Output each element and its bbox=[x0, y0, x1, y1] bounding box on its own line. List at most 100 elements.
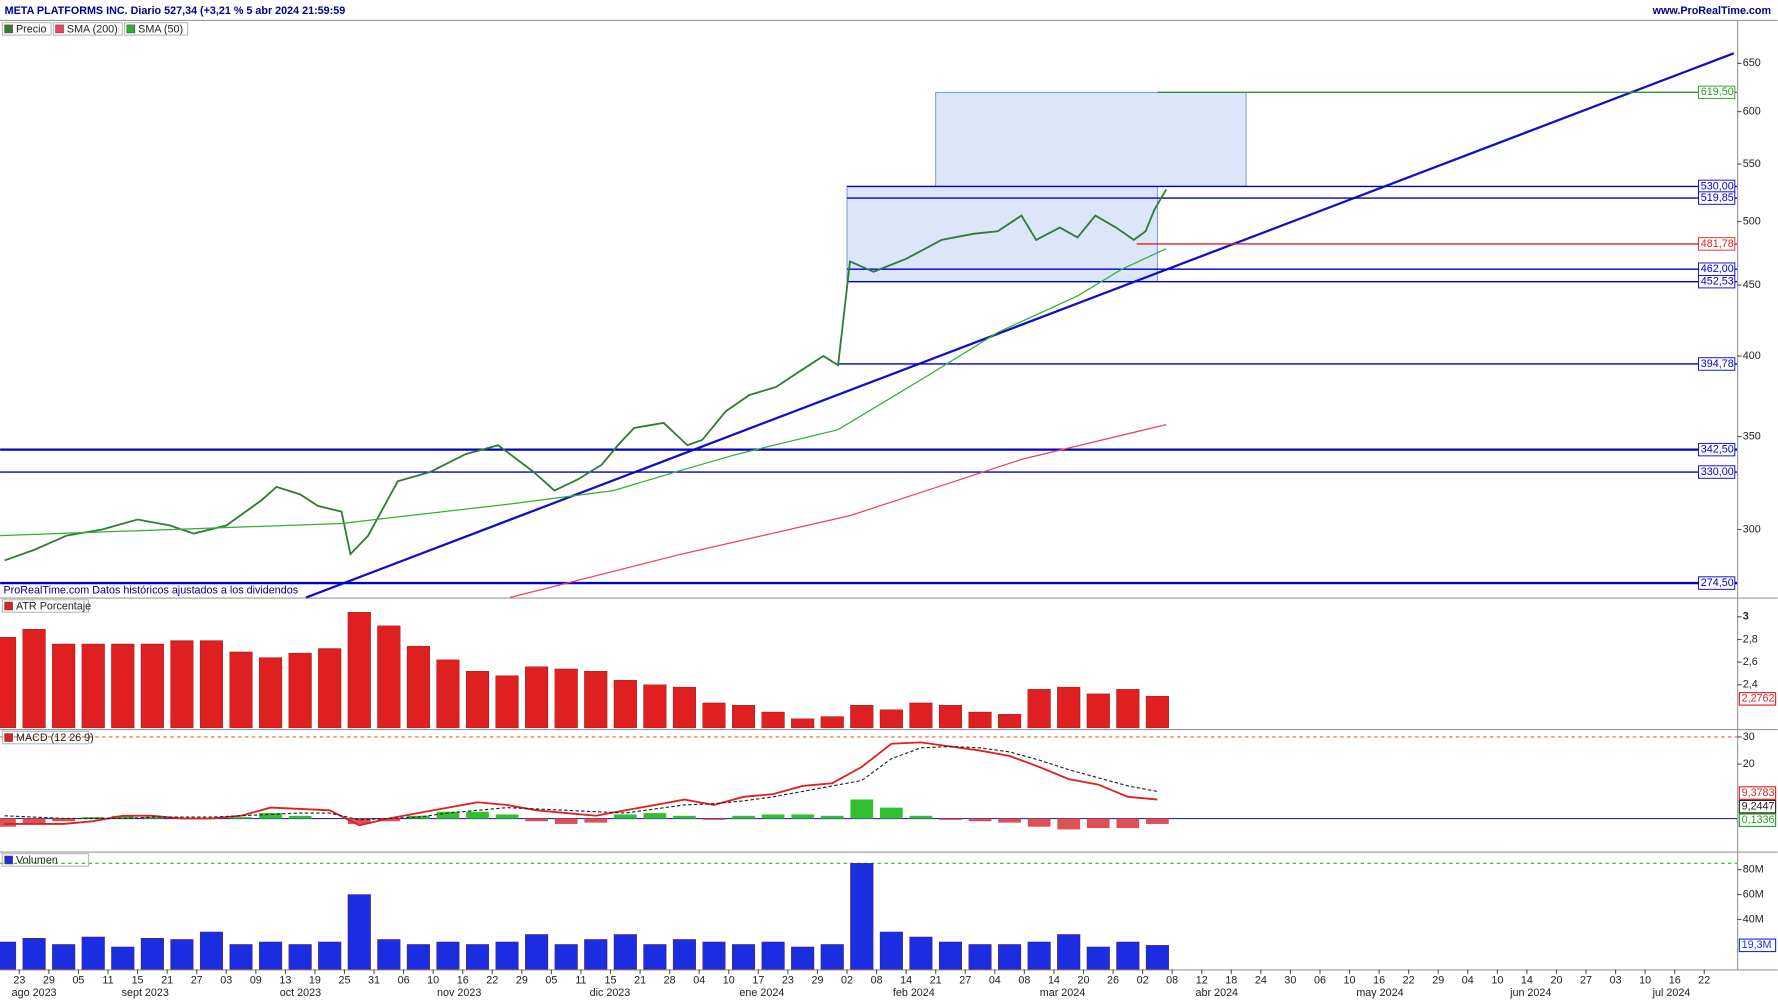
bar bbox=[554, 668, 578, 729]
bar bbox=[1145, 695, 1169, 729]
x-tick-label: 23 bbox=[782, 975, 794, 987]
x-tick-label: 30 bbox=[1284, 975, 1296, 987]
histogram-bar bbox=[436, 811, 460, 819]
x-tick-label: 06 bbox=[398, 975, 410, 987]
bar bbox=[495, 941, 519, 970]
histogram-bar bbox=[643, 813, 667, 819]
bar bbox=[1116, 941, 1140, 970]
histogram-bar bbox=[1057, 818, 1081, 830]
bar bbox=[1027, 941, 1051, 970]
level-tag: 342,50 bbox=[1701, 443, 1734, 455]
x-tick-label: 04 bbox=[989, 975, 1001, 987]
legend-box bbox=[124, 22, 189, 36]
zone bbox=[935, 91, 1247, 187]
x-tick-label: 12 bbox=[1196, 975, 1208, 987]
x-tick-label: 09 bbox=[250, 975, 262, 987]
x-tick-label: 22 bbox=[1698, 975, 1710, 987]
bar bbox=[436, 659, 460, 729]
bar bbox=[406, 944, 430, 970]
x-tick-label: 10 bbox=[1344, 975, 1356, 987]
bar bbox=[672, 939, 696, 970]
x-tick-label: 10 bbox=[1491, 975, 1503, 987]
value-tag-box bbox=[1738, 786, 1777, 800]
bar bbox=[111, 643, 135, 729]
x-tick-label: 15 bbox=[132, 975, 144, 987]
x-tick-label: 21 bbox=[930, 975, 942, 987]
histogram-bar bbox=[1116, 818, 1140, 829]
histogram-bar bbox=[732, 815, 755, 819]
x-tick-label: 27 bbox=[1580, 975, 1592, 987]
histogram-bar bbox=[998, 818, 1021, 823]
legend-swatch bbox=[4, 733, 13, 742]
y-tick-label: 500 bbox=[1743, 215, 1761, 227]
legend-swatch bbox=[4, 855, 13, 865]
bar bbox=[1145, 945, 1169, 970]
histogram-bar bbox=[613, 814, 637, 819]
x-tick-label: 29 bbox=[811, 975, 823, 987]
x-tick-label: 13 bbox=[279, 975, 291, 987]
bar bbox=[466, 944, 490, 970]
legend-label: Precio bbox=[16, 23, 47, 35]
panel-title: MACD (12 26 9) bbox=[16, 732, 94, 744]
x-tick-label: 05 bbox=[545, 975, 557, 987]
y-tick-label: 400 bbox=[1743, 350, 1761, 362]
bar bbox=[525, 934, 549, 970]
bar bbox=[259, 941, 283, 970]
histogram-bar bbox=[1086, 818, 1110, 829]
level-tag-box bbox=[1698, 357, 1736, 371]
histogram-bar bbox=[968, 818, 992, 822]
histogram-bar bbox=[673, 815, 696, 819]
sma-line bbox=[0, 248, 1167, 537]
x-tick-label: 23 bbox=[13, 975, 25, 987]
histogram-bar bbox=[347, 818, 371, 824]
panel-title: ATR Porcentaje bbox=[16, 600, 91, 612]
value-tag-box bbox=[1738, 692, 1777, 706]
x-tick-label: 25 bbox=[338, 975, 350, 987]
bar bbox=[0, 941, 17, 970]
x-tick-label: 18 bbox=[1225, 975, 1237, 987]
histogram-bar bbox=[909, 815, 933, 819]
level-tag-box bbox=[1698, 442, 1736, 457]
histogram-bar bbox=[1146, 818, 1169, 824]
chart-title: META PLATFORMS INC. Diario 527,34 (+3,21… bbox=[5, 5, 346, 17]
bar bbox=[850, 705, 874, 729]
histogram-bar bbox=[791, 814, 815, 819]
level-tag: 530,00 bbox=[1701, 180, 1734, 192]
legend-box bbox=[1, 22, 52, 36]
month-label: dic 2023 bbox=[590, 987, 631, 999]
bar bbox=[22, 629, 46, 729]
bar bbox=[1086, 693, 1110, 729]
histogram-bar bbox=[820, 815, 844, 819]
bar bbox=[1027, 689, 1051, 729]
month-label: nov 2023 bbox=[437, 987, 481, 999]
level-tag: 394,78 bbox=[1701, 358, 1734, 370]
y-tick-label: 2,4 bbox=[1743, 679, 1758, 691]
site-link[interactable]: www.ProRealTime.com bbox=[1652, 5, 1771, 17]
sma-line bbox=[509, 423, 1167, 599]
x-tick-label: 08 bbox=[871, 975, 883, 987]
level-tag: 519,85 bbox=[1701, 192, 1734, 204]
legend-swatch bbox=[4, 24, 13, 34]
bar bbox=[732, 705, 756, 729]
bar bbox=[436, 941, 460, 970]
histogram-bar bbox=[761, 814, 785, 819]
bar bbox=[938, 941, 962, 970]
value-tag: 9,3783 bbox=[1742, 787, 1775, 799]
bar bbox=[820, 944, 844, 970]
bar bbox=[288, 944, 312, 970]
zone bbox=[846, 185, 1158, 283]
y-tick-label: 450 bbox=[1743, 279, 1761, 291]
level-tag: 274,50 bbox=[1701, 577, 1734, 589]
value-tag-box bbox=[1738, 938, 1777, 953]
bar bbox=[111, 946, 135, 970]
x-tick-label: 16 bbox=[457, 975, 469, 987]
bar bbox=[672, 686, 696, 729]
bar bbox=[968, 944, 992, 970]
histogram-bar bbox=[850, 799, 874, 819]
x-tick-label: 15 bbox=[605, 975, 617, 987]
bar bbox=[0, 637, 17, 729]
bar bbox=[140, 938, 164, 970]
month-label: abr 2024 bbox=[1196, 987, 1239, 999]
x-tick-label: 27 bbox=[959, 975, 971, 987]
x-tick-label: 03 bbox=[1610, 975, 1622, 987]
